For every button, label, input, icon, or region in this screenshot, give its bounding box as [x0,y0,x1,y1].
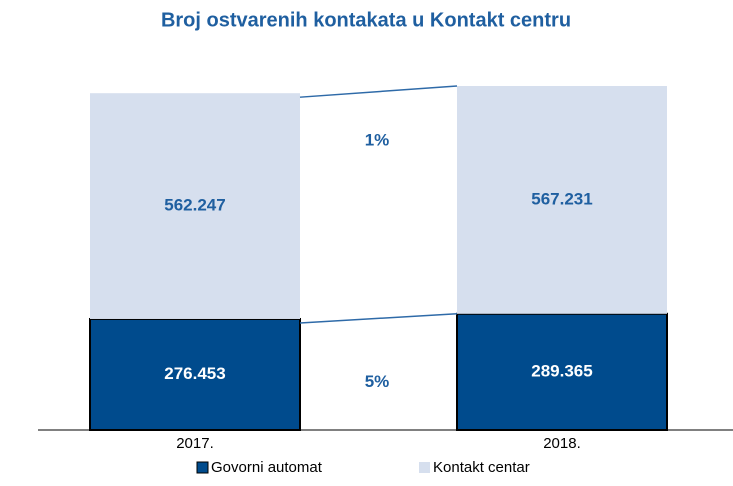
bar-segment [90,93,300,319]
annotation: 5% [365,372,390,391]
annotation: 1% [365,131,390,150]
bar-segment [457,86,667,314]
legend-swatch [196,461,209,474]
chart-title: Broj ostvarenih kontakata u Kontakt cent… [161,9,571,31]
x-tick-label: 2017. [176,435,214,452]
x-tick-label: 2018. [543,435,581,452]
bar-segment [89,317,301,432]
legend-swatch [419,462,430,473]
value-label: 567.231 [531,189,592,208]
value-label: 289.365 [531,361,592,380]
connector [299,85,458,98]
value-label: 562.247 [164,196,225,215]
legend-label: Govorni automat [211,459,323,476]
legend-label: Kontakt centar [433,459,530,476]
connector [299,313,458,324]
value-label: 276.453 [164,364,225,383]
